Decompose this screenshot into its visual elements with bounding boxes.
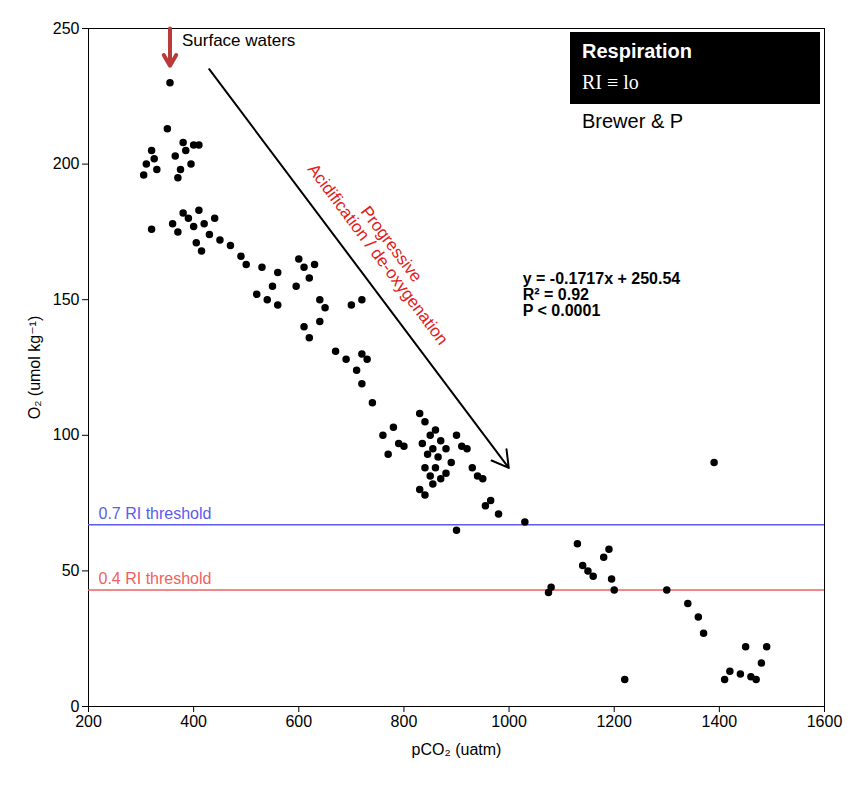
html-text:Respiration: Respiration xyxy=(582,40,692,62)
svg-text:ProgressiveAcidification / de-: ProgressiveAcidification / de-oxygenatio… xyxy=(304,150,466,348)
svg-text:1200: 1200 xyxy=(596,713,632,730)
svg-text:0.4 RI threshold: 0.4 RI threshold xyxy=(99,570,212,587)
svg-text:200: 200 xyxy=(53,155,80,172)
svg-text:1000: 1000 xyxy=(491,713,527,730)
svg-text:600: 600 xyxy=(285,713,312,730)
svg-text:50: 50 xyxy=(62,562,80,579)
svg-text:100: 100 xyxy=(53,426,80,443)
svg-text:y = -0.1717x + 250.54R² = 0.92: y = -0.1717x + 250.54R² = 0.92P < 0.0001 xyxy=(523,270,681,319)
svg-text:0.7 RI threshold: 0.7 RI threshold xyxy=(99,505,212,522)
html-text:Brewer & P: Brewer & P xyxy=(582,110,684,132)
svg-text:800: 800 xyxy=(391,713,418,730)
svg-text:200: 200 xyxy=(75,713,102,730)
svg-text:150: 150 xyxy=(53,291,80,308)
html-text:RI ≡ lo: RI ≡ lo xyxy=(582,71,639,93)
svg-text:O₂ (umol kg⁻¹): O₂ (umol kg⁻¹) xyxy=(26,316,43,420)
svg-text:0: 0 xyxy=(70,697,80,715)
svg-text:400: 400 xyxy=(180,713,207,730)
svg-text:250: 250 xyxy=(53,20,80,37)
svg-text:Surface waters: Surface waters xyxy=(182,31,295,50)
svg-text:1400: 1400 xyxy=(702,713,738,730)
svg-text:pCO₂ (uatm): pCO₂ (uatm) xyxy=(412,741,502,758)
svg-text:1600: 1600 xyxy=(807,713,843,730)
